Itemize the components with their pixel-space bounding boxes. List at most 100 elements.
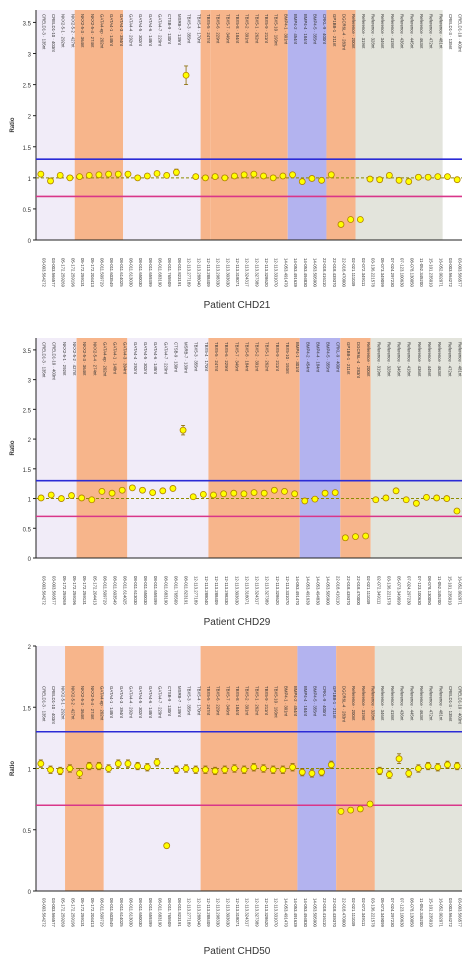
probe-label: TBX5-10 · 193nt <box>274 686 279 718</box>
chart-chd50: 0 0.5 1 1.5 2 Ratio CRELD1-3 · 135nt 03-003.564… <box>10 645 463 928</box>
position-label: 12-113.331070 <box>274 898 279 927</box>
data-point <box>78 494 86 502</box>
data-point <box>68 492 75 499</box>
position-label: 08-011.614025 <box>119 898 124 927</box>
data-point <box>424 762 432 770</box>
region-band <box>208 338 300 558</box>
position-label: 08-011.613030 <box>133 576 138 605</box>
y-tick-label: 0 <box>28 890 32 896</box>
probe-label: TBX5-10 · 193nt <box>274 14 279 46</box>
position-label: 05-172.259196 <box>70 258 75 288</box>
data-point <box>47 766 54 774</box>
probe-label: TBX5-2 · 391nt <box>255 342 260 372</box>
position-label: 03-003.564272 <box>448 258 453 288</box>
probe-label: Reference · 445nt <box>427 342 432 377</box>
y-tick-label: 2 <box>28 438 32 444</box>
data-point <box>352 533 359 540</box>
probe-label: BMP4-5 · 355nt <box>312 686 317 717</box>
position-label: 05-172.259131 <box>82 576 87 606</box>
y-axis-label: Ratio <box>10 761 16 776</box>
position-label: 14-053.491470 <box>283 898 288 928</box>
data-point <box>47 491 55 499</box>
data-point <box>337 807 345 815</box>
probe-label: GATA4-7 · 229nt <box>158 14 163 47</box>
probe-label: NKX2-5-1 · 292nt <box>61 686 66 720</box>
data-point <box>347 806 355 814</box>
data-point <box>199 490 207 498</box>
probe-label: Reference · 463nt <box>419 14 424 49</box>
data-point <box>402 496 410 504</box>
position-label: 03-003.566577 <box>52 576 57 606</box>
position-label: 08-011.603549 <box>113 576 118 605</box>
data-point <box>331 489 339 496</box>
probe-label: GP1BB-1 · 211nt <box>346 342 351 375</box>
data-point <box>298 768 306 776</box>
position-label: 14-053.491639 <box>293 898 298 928</box>
data-point <box>250 170 258 178</box>
probe-label: CRELD1-3 · 135nt <box>42 342 47 378</box>
data-point <box>240 766 248 774</box>
probe-label: BMP4-4 · 184nt <box>303 686 308 717</box>
probe-label: GATA4-ep · 202nt <box>99 686 104 721</box>
probe-label: GATA4-6 · 148nt <box>153 342 158 375</box>
probe-label: GATA4-4 · 292nt <box>128 14 133 47</box>
position-label: 05-172.259196 <box>70 898 75 928</box>
position-label: 14-053.491470 <box>295 576 300 606</box>
data-point <box>231 765 238 772</box>
region-band <box>287 10 327 240</box>
position-label: 16-052.002071 <box>438 898 443 928</box>
data-point <box>250 763 258 771</box>
position-label: 03-003.566577 <box>458 258 463 288</box>
position-label: 05-073.349099 <box>380 898 385 928</box>
position-label: 02-072.349111 <box>376 576 381 605</box>
probe-label: NKX2-5-3 · 364nt <box>80 686 85 720</box>
data-point <box>433 494 441 502</box>
position-label: 11-052.345200 <box>419 898 424 927</box>
data-point <box>366 800 374 808</box>
position-label: 08-011.823191 <box>177 258 182 287</box>
y-tick-label: 0.5 <box>23 527 32 533</box>
data-point <box>124 760 132 767</box>
data-point <box>308 769 316 777</box>
position-label: 08-011.614025 <box>119 258 124 287</box>
probe-label: GATA4-7 · 229nt <box>158 686 163 719</box>
position-label: 05-172.259269 <box>62 576 67 606</box>
probe-label: Reference · 319nt <box>361 14 366 49</box>
data-point <box>356 216 364 223</box>
data-point <box>311 495 319 503</box>
probe-label: TBX5-7 · 346nt <box>225 14 230 44</box>
probe-label: NKX2-5-2 · 427nt <box>72 342 77 376</box>
data-point <box>405 178 413 185</box>
y-tick-label: 0 <box>28 557 32 563</box>
data-point <box>362 532 370 540</box>
data-point <box>105 765 113 772</box>
data-point <box>382 494 390 502</box>
probe-label: Reference · 481nt <box>438 686 443 721</box>
data-point <box>85 762 93 770</box>
probe-label: TBX5-8 · 184nt <box>235 686 240 716</box>
probe-label: CRELD1-10 · 403nt <box>458 686 463 725</box>
probe-label: Reference · 436nt <box>400 14 405 49</box>
probe-label: TBX5-9 · 211nt <box>275 342 280 372</box>
probe-label: CTSB-9 · 130nt <box>173 342 178 373</box>
position-label: 22-018.416110 <box>336 576 341 605</box>
position-label: 12-113.303630 <box>225 258 230 287</box>
y-axis-label: Ratio <box>10 117 16 132</box>
position-label: 22-018.470000 <box>341 258 346 288</box>
y-tick-label: 2 <box>28 115 32 121</box>
probe-label: CRKL-9 · 400nt <box>322 14 327 45</box>
data-point <box>221 766 229 774</box>
position-label: 08-011.659399 <box>148 258 153 287</box>
probe-label: BMP4-1 · 301nt <box>283 14 288 45</box>
region-band <box>36 10 75 240</box>
position-label: 22-018.416110 <box>322 258 327 287</box>
data-point <box>134 762 142 770</box>
probe-label: GP1BB-1 · 211nt <box>332 14 337 47</box>
data-point <box>124 170 132 178</box>
position-label: 14-053.494830 <box>303 898 308 928</box>
probe-label: Reference · 472nt <box>429 686 434 721</box>
probe-label: TBX5-5 · 247nt <box>206 686 211 716</box>
data-point <box>76 769 83 777</box>
data-point <box>289 763 296 771</box>
chart-panel-chd29: 0 0.5 1 1.5 2 2.5 3 3.5 Ratio CRELD1-3 · 135nt 03-… <box>0 328 474 624</box>
